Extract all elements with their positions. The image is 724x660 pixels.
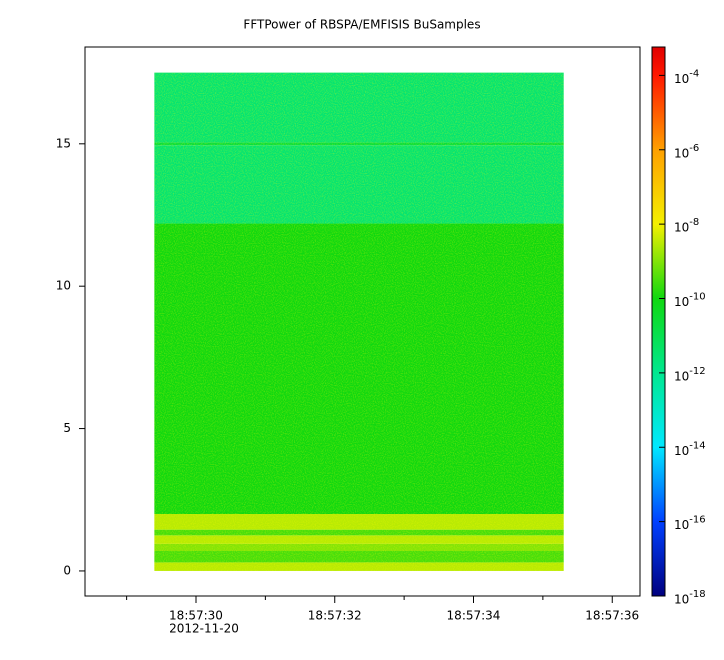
speckle-texture <box>154 72 564 571</box>
colorbar-tick-label: 10-4 <box>674 68 699 86</box>
x-tick-label: 18:57:36 <box>585 609 639 623</box>
chart-title: FFTPower of RBSPA/EMFISIS BuSamples <box>243 18 480 32</box>
x-tick-label: 18:57:32 <box>308 609 362 623</box>
x-tick-label: 18:57:34 <box>447 609 501 623</box>
colorbar-tick-label: 10-14 <box>674 440 706 458</box>
colorbar <box>651 46 666 597</box>
x-tick-label: 18:57:30 <box>169 609 223 623</box>
colorbar-tick-label: 10-10 <box>674 292 706 310</box>
y-tick-label: 15 <box>56 136 71 150</box>
x-date-label: 2012-11-20 <box>169 622 239 636</box>
y-tick-label: 10 <box>56 279 71 293</box>
colorbar-tick-label: 10-16 <box>674 515 706 533</box>
y-tick-label: 5 <box>63 421 71 435</box>
colorbar-tick-label: 10-8 <box>674 217 699 235</box>
colorbar-tick-label: 10-12 <box>674 366 706 384</box>
y-tick-label: 0 <box>63 563 71 577</box>
colorbar-tick-label: 10-6 <box>674 143 699 161</box>
colorbar-tick-label: 10-18 <box>674 589 706 607</box>
